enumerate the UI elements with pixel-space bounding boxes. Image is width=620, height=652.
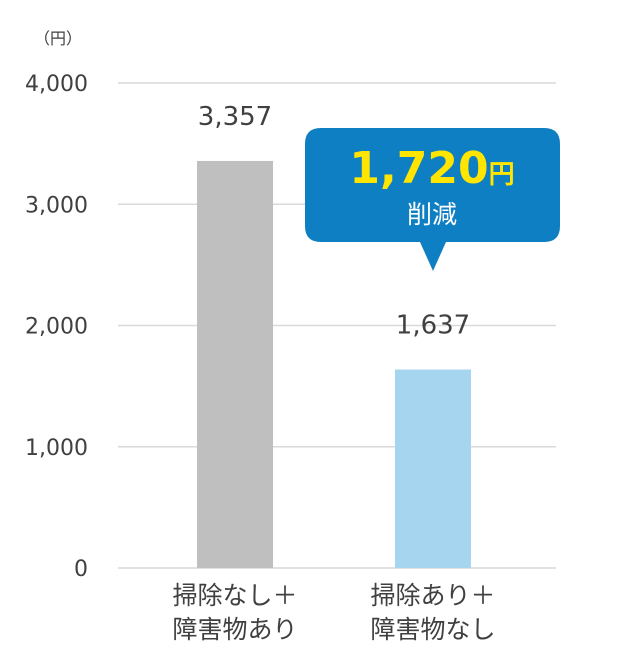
callout-text: 削減 [407, 200, 457, 229]
svg-text:1,720円: 1,720円 [349, 143, 514, 194]
bar [395, 369, 471, 568]
data-label: 1,637 [396, 311, 470, 341]
y-tick-label: 4,000 [25, 72, 88, 97]
callout-unit: 円 [489, 160, 515, 190]
callout-value: 1,720 [349, 143, 488, 194]
callout-balloon [305, 128, 560, 271]
y-tick-label: 3,000 [25, 193, 88, 218]
category-label: 障害物なし [370, 615, 495, 644]
y-tick-label: 0 [74, 557, 88, 582]
category-label: 掃除なし＋ [172, 581, 297, 610]
y-tick-label: 1,000 [25, 436, 88, 461]
bars [197, 160, 471, 568]
reduction-callout: 1,720円 削減 [305, 128, 560, 271]
data-labels: 3,357 1,637 [198, 102, 470, 341]
y-tick-label: 2,000 [25, 315, 88, 340]
category-label: 掃除あり＋ [370, 581, 495, 610]
y-axis-unit-label: （円） [34, 29, 82, 48]
bar [197, 160, 273, 568]
y-axis-tick-labels: 0 1,000 2,000 3,000 4,000 [25, 72, 88, 582]
data-label: 3,357 [198, 102, 272, 132]
category-labels: 掃除なし＋ 障害物あり 掃除あり＋ 障害物なし [172, 581, 495, 644]
category-label: 障害物あり [172, 615, 297, 644]
